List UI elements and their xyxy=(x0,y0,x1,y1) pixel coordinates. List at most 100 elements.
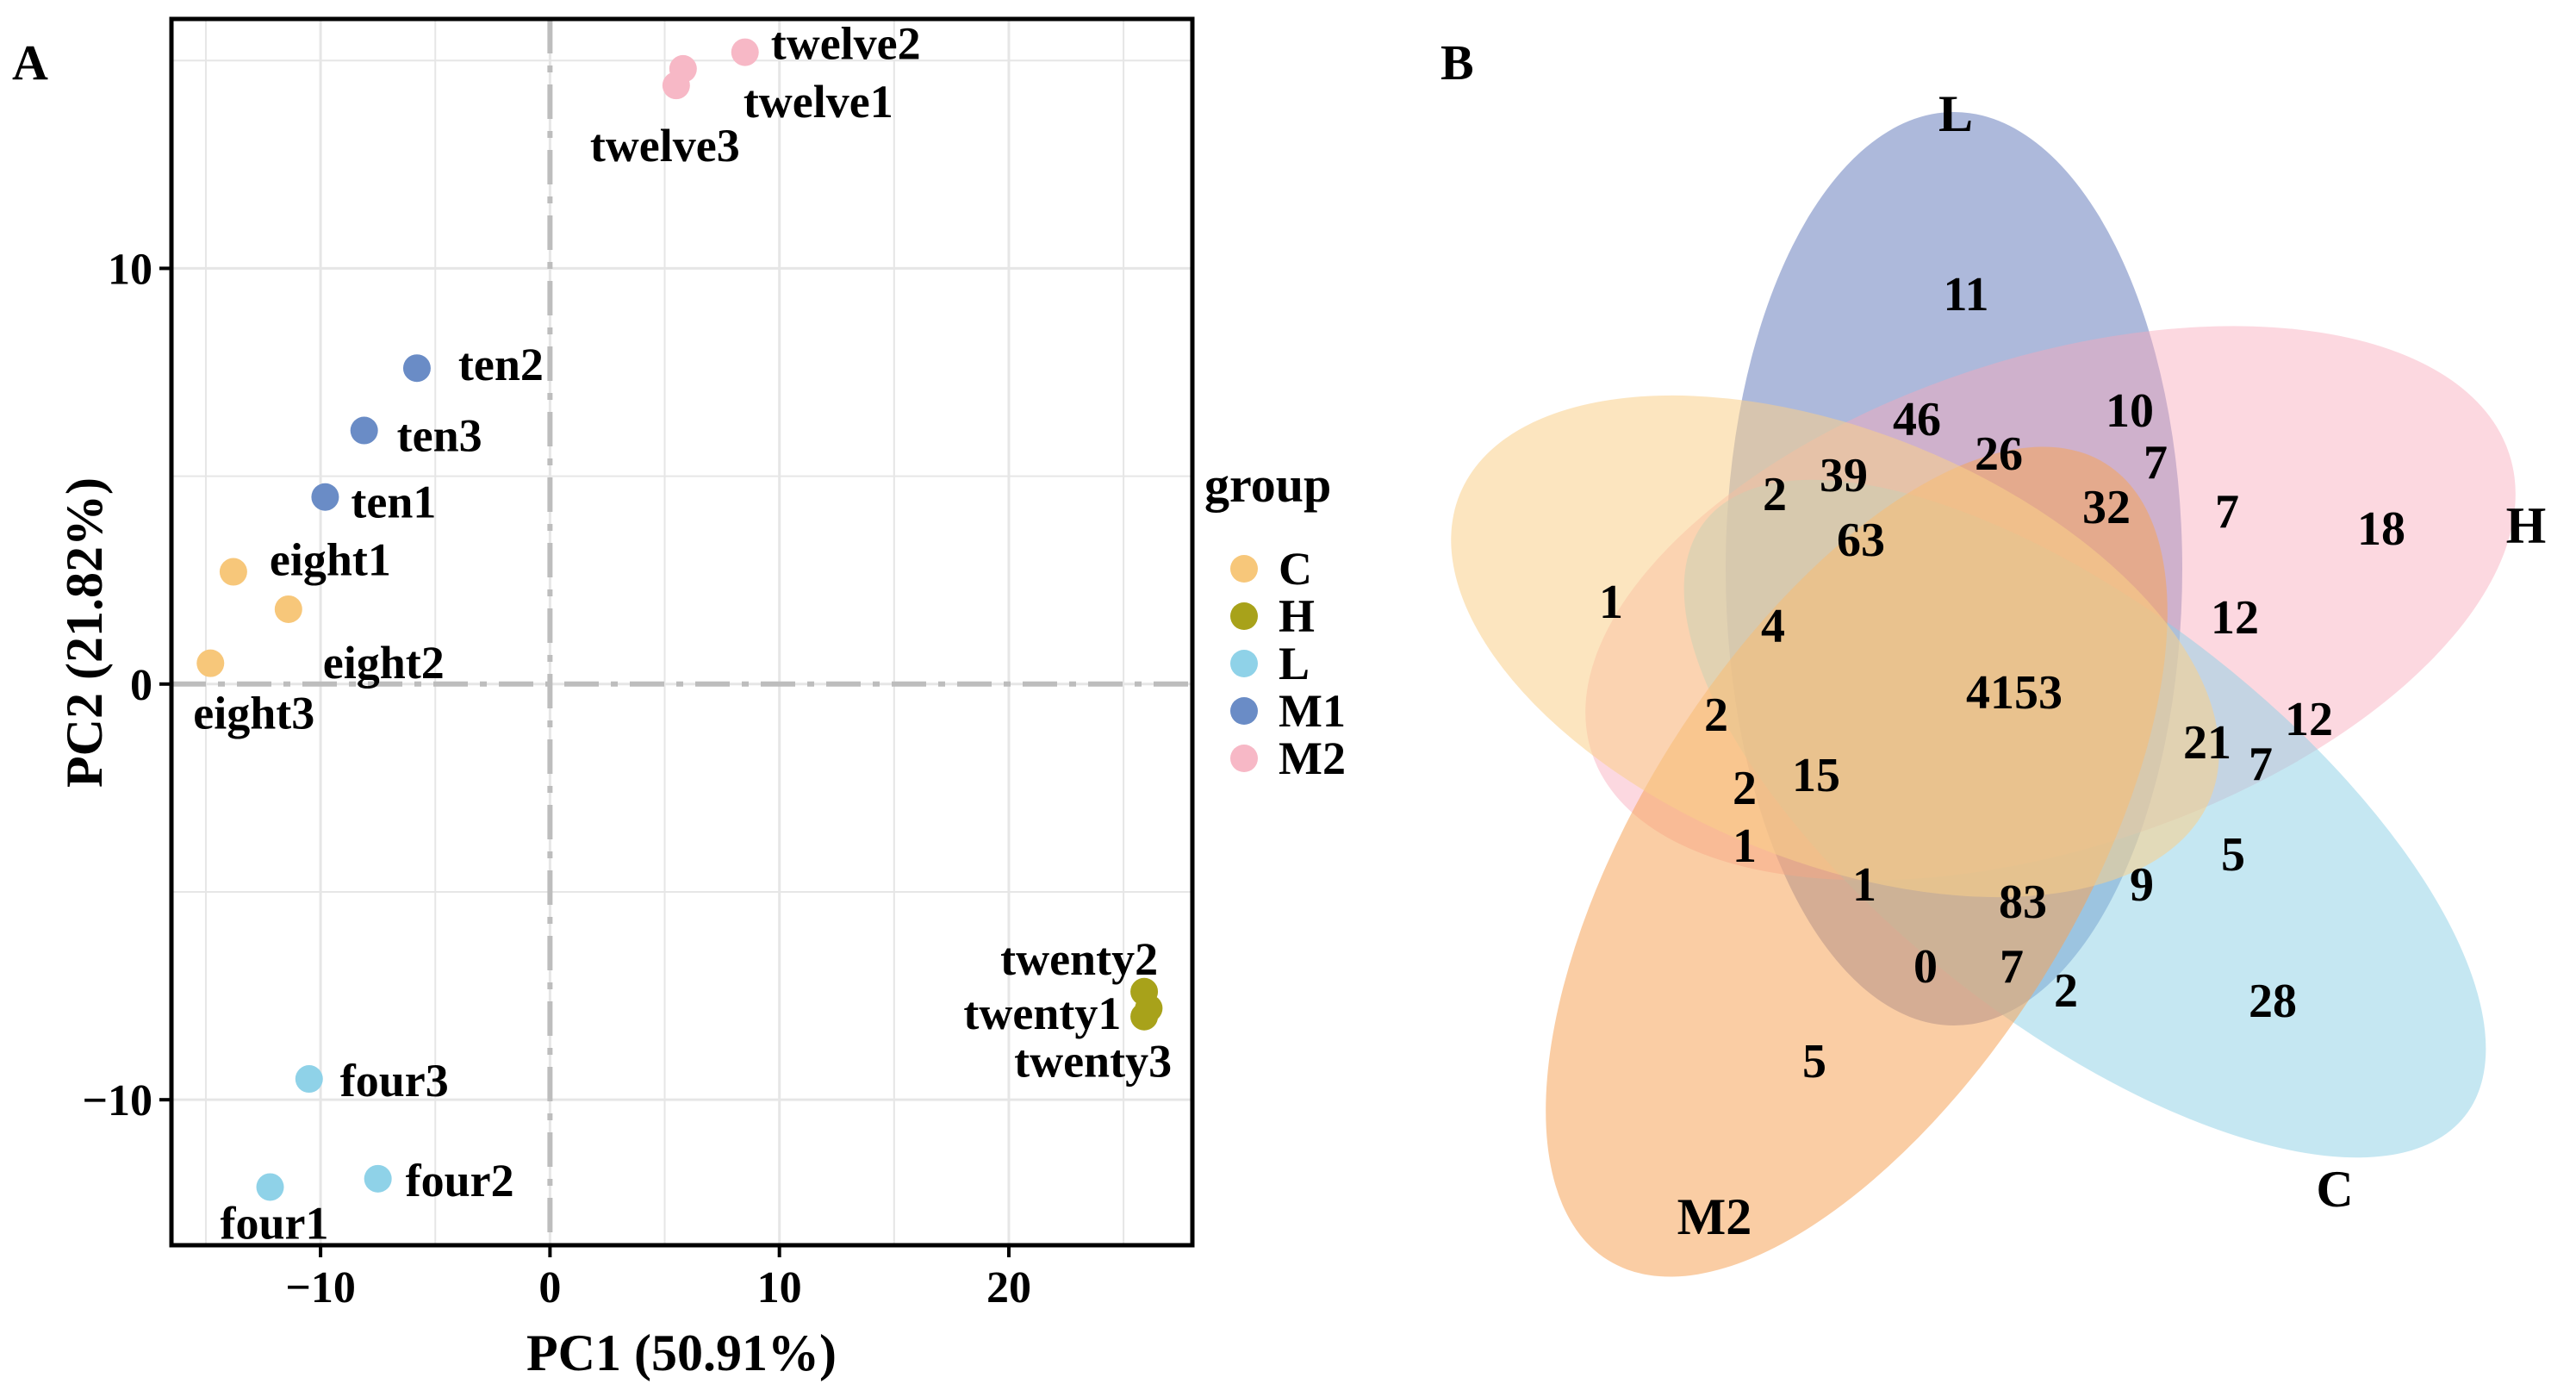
venn-count: 28 xyxy=(2249,975,2297,1028)
venn-count: 5 xyxy=(2221,828,2245,882)
venn-label-c: C xyxy=(2316,1161,2353,1218)
point-label: four1 xyxy=(221,1197,329,1249)
venn-count: 2 xyxy=(1763,468,1787,521)
point-label: ten3 xyxy=(397,410,482,462)
venn-count: 18 xyxy=(2357,502,2405,556)
venn-diagram: L H C M2 11 46 10 26 39 7 2 32 7 18 63 1… xyxy=(1451,85,2547,1277)
panel-b-letter: B xyxy=(1440,34,1474,90)
venn-count: 2 xyxy=(1733,762,1757,815)
y-tick-label: 0 xyxy=(130,661,152,710)
point-label: ten2 xyxy=(458,339,544,390)
venn-label-h: H xyxy=(2506,497,2547,554)
venn-set-labels: L H C M2 xyxy=(1677,85,2547,1245)
data-point xyxy=(219,558,247,586)
x-tick-label: 10 xyxy=(757,1263,802,1312)
data-point xyxy=(731,38,759,66)
point-label: eight3 xyxy=(193,688,314,739)
point-label: twelve3 xyxy=(590,120,740,171)
venn-count: 12 xyxy=(2285,693,2333,746)
data-point xyxy=(274,595,302,623)
venn-count: 7 xyxy=(2215,485,2239,539)
point-label: twenty1 xyxy=(963,988,1121,1039)
venn-count: 4 xyxy=(1761,600,1785,653)
point-label: twenty3 xyxy=(1014,1036,1172,1088)
legend-label: H xyxy=(1279,590,1315,642)
venn-count: 9 xyxy=(2130,858,2154,912)
venn-count: 1 xyxy=(1852,858,1876,912)
venn-set-c-left xyxy=(1451,395,2219,898)
venn-count: 21 xyxy=(2183,716,2231,770)
venn-count: 7 xyxy=(2000,940,2024,994)
point-label: twelve1 xyxy=(744,76,893,128)
venn-count: 5 xyxy=(1802,1035,1826,1088)
venn-count: 26 xyxy=(1975,427,2023,481)
legend-key xyxy=(1230,555,1258,583)
venn-count: 10 xyxy=(2106,384,2154,438)
venn-count: 2 xyxy=(2054,964,2078,1018)
y-axis-ticks: −10 0 10 xyxy=(82,245,171,1125)
data-point xyxy=(295,1065,323,1094)
x-tick-label: −10 xyxy=(285,1263,356,1312)
point-label: twenty2 xyxy=(1000,933,1158,985)
venn-count: 2 xyxy=(1704,689,1728,742)
venn-count: 4153 xyxy=(1966,666,2063,720)
x-axis-ticks: −10 0 10 20 xyxy=(285,1245,1031,1312)
legend-label: L xyxy=(1279,638,1310,689)
plot-border xyxy=(169,16,1195,1248)
point-label: twelve2 xyxy=(771,18,921,70)
data-point xyxy=(256,1173,284,1201)
legend-key xyxy=(1230,650,1258,677)
data-point xyxy=(1130,1002,1159,1031)
point-label: four2 xyxy=(406,1155,514,1206)
venn-set-shapes xyxy=(1451,112,2516,1277)
point-label: eight2 xyxy=(323,637,445,689)
legend-key xyxy=(1230,745,1258,772)
data-point xyxy=(196,649,225,677)
legend-label: M1 xyxy=(1279,685,1346,737)
x-tick-label: 0 xyxy=(538,1263,561,1312)
legend-title: group xyxy=(1204,457,1331,513)
data-point xyxy=(311,483,339,511)
panel-a-letter: A xyxy=(12,34,48,90)
venn-count: 39 xyxy=(1820,449,1868,502)
x-tick-label: 20 xyxy=(986,1263,1031,1312)
legend-label: C xyxy=(1279,543,1312,595)
plot-background xyxy=(171,19,1192,1245)
point-label: ten1 xyxy=(351,477,436,528)
venn-count: 46 xyxy=(1893,393,1941,446)
point-label: eight1 xyxy=(270,534,391,586)
y-tick-label: −10 xyxy=(82,1076,152,1125)
venn-count: 11 xyxy=(1944,268,1989,321)
legend-label: M2 xyxy=(1279,732,1346,784)
point-label: four3 xyxy=(340,1055,449,1106)
venn-count: 1 xyxy=(1733,820,1757,873)
data-point xyxy=(364,1164,392,1193)
venn-count: 83 xyxy=(1999,876,2047,929)
legend-key xyxy=(1230,602,1258,630)
legend-key xyxy=(1230,697,1258,725)
venn-count: 0 xyxy=(1913,940,1938,994)
data-point xyxy=(402,354,431,383)
reference-lines xyxy=(171,19,1192,1245)
venn-label-l: L xyxy=(1938,85,1973,142)
venn-count: 12 xyxy=(2211,591,2259,645)
y-axis-title: PC2 (21.82%) xyxy=(56,477,113,788)
data-point xyxy=(350,416,378,445)
point-layer xyxy=(196,38,1163,1201)
venn-region-counts: 11 46 10 26 39 7 2 32 7 18 63 1 12 4 415… xyxy=(1599,268,2405,1088)
venn-count: 7 xyxy=(2144,436,2168,489)
y-tick-label: 10 xyxy=(108,245,152,294)
venn-count: 63 xyxy=(1837,514,1885,567)
venn-count: 32 xyxy=(2082,481,2131,534)
venn-label-m2: M2 xyxy=(1677,1188,1752,1245)
venn-count: 1 xyxy=(1599,576,1623,629)
data-point xyxy=(662,72,690,100)
venn-count: 7 xyxy=(2249,738,2273,791)
x-axis-title: PC1 (50.91%) xyxy=(526,1325,837,1381)
venn-count: 15 xyxy=(1792,749,1840,802)
